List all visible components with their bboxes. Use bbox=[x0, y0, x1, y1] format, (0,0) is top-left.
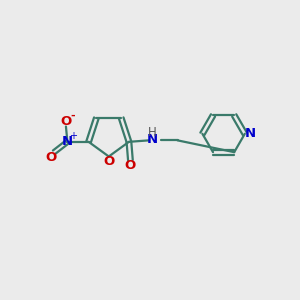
Text: O: O bbox=[125, 159, 136, 172]
Text: H: H bbox=[148, 126, 157, 139]
Text: O: O bbox=[103, 155, 114, 168]
Text: +: + bbox=[69, 131, 77, 141]
Text: N: N bbox=[244, 127, 256, 140]
Text: N: N bbox=[62, 135, 73, 148]
Text: N: N bbox=[147, 133, 158, 146]
Text: O: O bbox=[60, 115, 72, 128]
Text: -: - bbox=[70, 111, 75, 121]
Text: O: O bbox=[46, 151, 57, 164]
